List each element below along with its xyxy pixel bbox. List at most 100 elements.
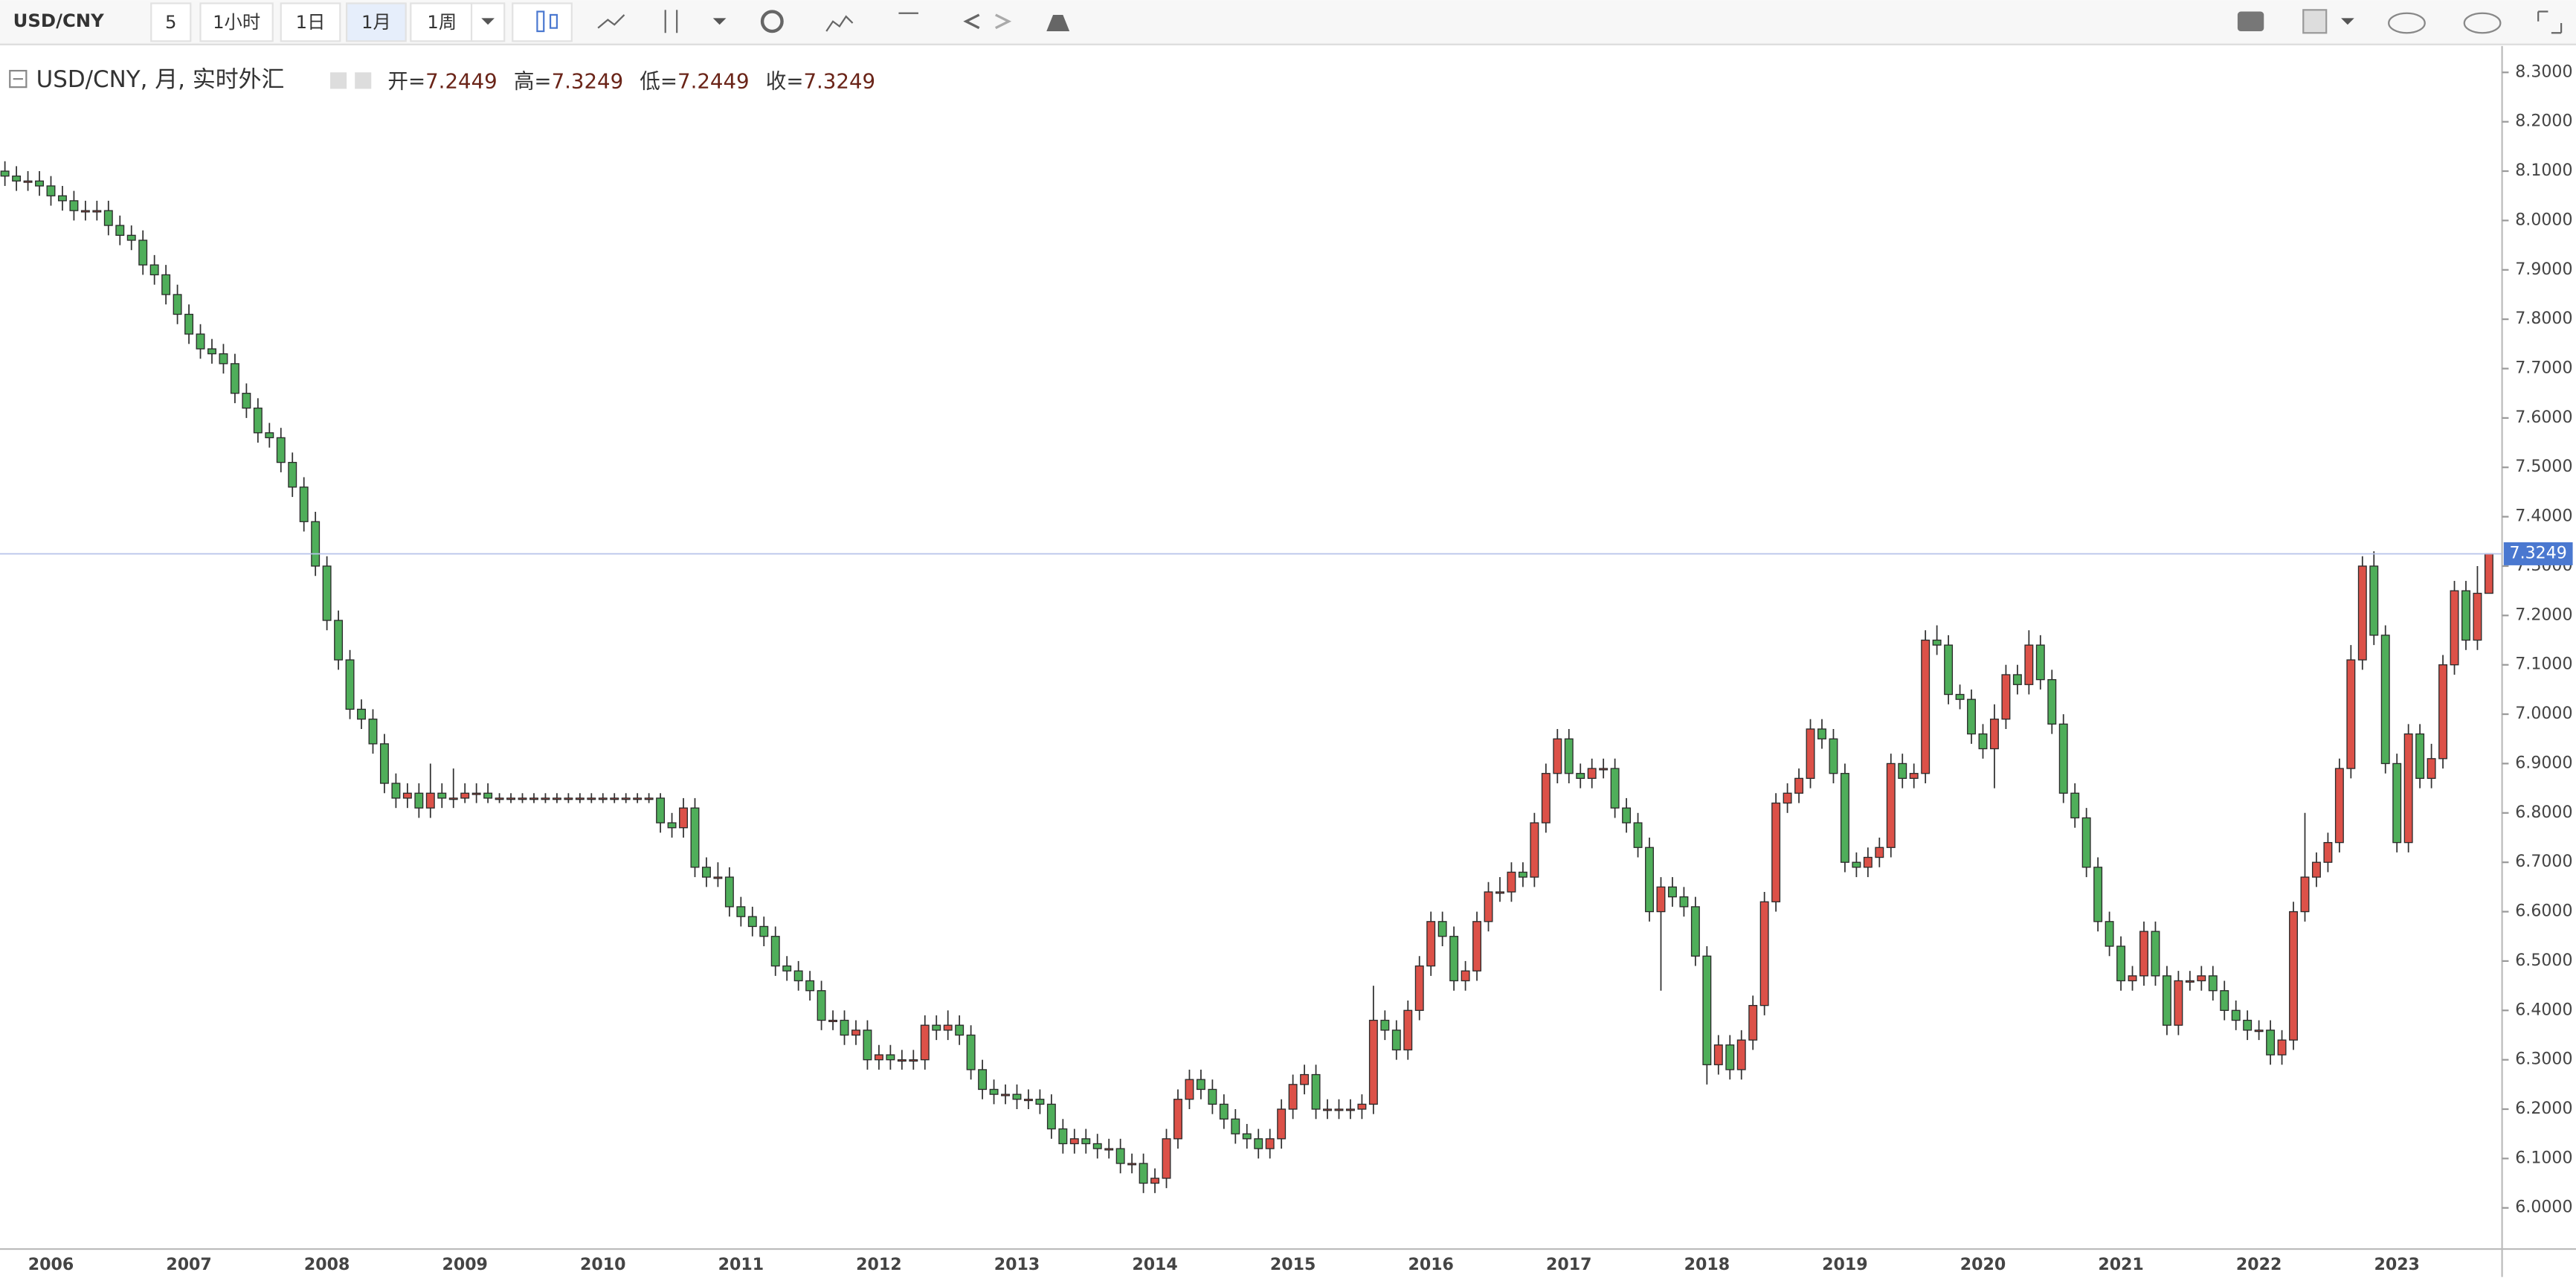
interval-label[interactable]: 1小时 bbox=[213, 11, 260, 33]
dropdown-arrow bbox=[481, 18, 495, 25]
candle-body bbox=[495, 797, 504, 800]
candle-body bbox=[322, 565, 332, 621]
candle-body bbox=[2162, 975, 2171, 1026]
y-tick-label: 7.6000 bbox=[2515, 408, 2572, 427]
legend-value: 7.2449 bbox=[425, 69, 498, 94]
candle-body bbox=[1806, 728, 1815, 780]
interval-button[interactable] bbox=[199, 2, 274, 42]
candle-body bbox=[483, 792, 493, 799]
candle-body bbox=[242, 393, 251, 409]
y-tick-label: 7.4000 bbox=[2515, 507, 2572, 526]
x-tick-label: 2012 bbox=[856, 1255, 901, 1274]
line-icon[interactable] bbox=[597, 14, 625, 29]
x-tick-label: 2007 bbox=[166, 1255, 211, 1274]
undo-icon[interactable] bbox=[963, 13, 980, 30]
candles bbox=[0, 161, 2493, 1193]
candle-body bbox=[1196, 1079, 1205, 1091]
candle-body bbox=[1288, 1084, 1298, 1110]
x-tick-label: 2008 bbox=[304, 1255, 350, 1274]
candle-body bbox=[471, 792, 481, 795]
alert-icon[interactable] bbox=[1046, 14, 1070, 32]
y-tick-label: 6.7000 bbox=[2515, 852, 2572, 871]
candle-body bbox=[701, 867, 711, 878]
candle-body bbox=[1173, 1099, 1182, 1140]
candle-body bbox=[1610, 768, 1620, 809]
candle-body bbox=[679, 807, 688, 829]
candle-body bbox=[1507, 871, 1516, 893]
candle-body bbox=[2289, 911, 2298, 1041]
candle-body bbox=[966, 1034, 976, 1070]
candle-body bbox=[1759, 901, 1769, 1006]
x-tick-label: 2019 bbox=[1822, 1255, 1867, 1274]
candle-body bbox=[1058, 1128, 1068, 1145]
candle-body bbox=[2081, 817, 2091, 868]
load-icon[interactable] bbox=[2388, 12, 2426, 34]
y-tick-label: 6.9000 bbox=[2515, 753, 2572, 772]
candle-body bbox=[920, 1024, 930, 1061]
candle-body bbox=[1461, 970, 1470, 982]
legend-label: 收= bbox=[766, 69, 804, 94]
candle-body bbox=[518, 797, 527, 800]
candle-body bbox=[219, 353, 228, 365]
candle-body bbox=[149, 264, 159, 276]
candle-body bbox=[2024, 644, 2034, 685]
candle-icon bbox=[536, 10, 545, 33]
candle-body bbox=[1069, 1138, 1079, 1145]
candle-body bbox=[1909, 773, 1919, 780]
candle-body bbox=[2001, 674, 2011, 720]
settings-icon[interactable] bbox=[760, 10, 784, 33]
collapse-icon[interactable] bbox=[9, 69, 28, 89]
candle-body bbox=[840, 1019, 849, 1036]
candle-body bbox=[2473, 592, 2482, 641]
candle-body bbox=[2197, 975, 2206, 982]
studies-icon[interactable] bbox=[825, 15, 854, 32]
y-tick-label: 6.0000 bbox=[2515, 1198, 2572, 1217]
candle-body bbox=[909, 1059, 918, 1062]
save-icon[interactable] bbox=[2463, 12, 2502, 34]
candle-body bbox=[529, 797, 538, 800]
candle-body bbox=[598, 797, 608, 800]
candle-body bbox=[2070, 792, 2080, 819]
candle-body bbox=[2151, 931, 2160, 977]
y-tick-label: 6.3000 bbox=[2515, 1050, 2572, 1069]
settings-icon[interactable] bbox=[355, 72, 372, 89]
dropdown-arrow[interactable] bbox=[712, 18, 727, 25]
screenshot-icon[interactable] bbox=[2237, 11, 2264, 32]
candle-icon bbox=[549, 13, 558, 29]
layout-icon[interactable] bbox=[2302, 9, 2328, 34]
candle-body bbox=[1863, 856, 1873, 868]
candle-body bbox=[1725, 1044, 1735, 1070]
interval-button[interactable] bbox=[150, 2, 192, 42]
chart-type-button[interactable] bbox=[512, 2, 573, 42]
candle-body bbox=[311, 521, 321, 567]
candle-body bbox=[644, 797, 654, 800]
dropdown-arrow[interactable] bbox=[2341, 18, 2354, 25]
symbol[interactable]: USD/CNY bbox=[13, 10, 104, 31]
candle-body bbox=[1254, 1138, 1263, 1149]
candle-body bbox=[1667, 886, 1677, 898]
candle-body bbox=[2208, 975, 2218, 992]
interval-button[interactable] bbox=[346, 2, 407, 42]
candle-body bbox=[978, 1069, 988, 1091]
candle-body bbox=[138, 240, 148, 266]
interval-label[interactable]: 1日 bbox=[296, 11, 326, 33]
redo-icon[interactable] bbox=[995, 13, 1012, 30]
candle-body bbox=[2243, 1019, 2253, 1031]
interval-label[interactable]: 5 bbox=[165, 11, 176, 33]
candle-body bbox=[1978, 733, 1988, 750]
candle-body bbox=[265, 432, 274, 439]
interval-label[interactable]: 1月 bbox=[361, 11, 391, 33]
candle-body bbox=[1185, 1079, 1194, 1100]
candle-body bbox=[357, 708, 366, 720]
eye-icon[interactable] bbox=[330, 72, 347, 89]
candle-body bbox=[759, 925, 769, 937]
interval-label[interactable]: 1周 bbox=[427, 11, 457, 33]
candle-body bbox=[793, 970, 803, 982]
candle-body bbox=[379, 743, 389, 784]
candle-body bbox=[253, 407, 263, 434]
fullscreen-icon[interactable] bbox=[2537, 10, 2563, 34]
candle-body bbox=[1645, 847, 1654, 913]
interval-button[interactable] bbox=[280, 2, 341, 42]
candle-body bbox=[1587, 768, 1597, 780]
candle-body bbox=[886, 1054, 895, 1061]
